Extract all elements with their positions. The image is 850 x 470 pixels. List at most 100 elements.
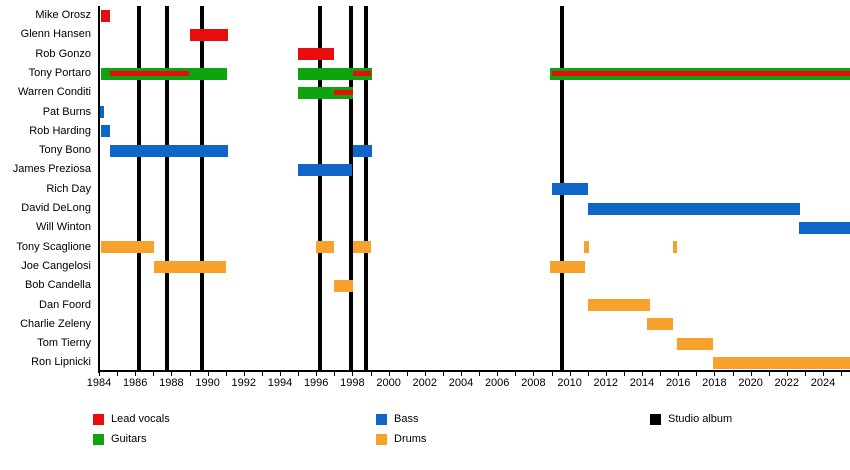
axis-tick bbox=[823, 372, 824, 376]
timeline-bar-guitars bbox=[298, 67, 373, 80]
member-label: James Preziosa bbox=[12, 163, 91, 176]
axis-year-label: 2010 bbox=[557, 377, 582, 389]
member-label: Glenn Hansen bbox=[20, 28, 91, 41]
axis-tick bbox=[370, 372, 372, 376]
axis-tick bbox=[316, 372, 318, 376]
axis-tick bbox=[533, 372, 535, 376]
studio-album-line bbox=[348, 6, 353, 372]
timeline-bar-lead_vocals bbox=[189, 28, 228, 41]
axis-tick bbox=[515, 372, 517, 376]
timeline-bar-drums bbox=[677, 337, 713, 350]
studio-album-line bbox=[164, 6, 169, 372]
axis-year-label: 2022 bbox=[774, 377, 800, 389]
axis-tick bbox=[768, 372, 770, 376]
axis-year-label: 2008 bbox=[521, 377, 546, 389]
axis-tick bbox=[678, 372, 680, 376]
axis-tick bbox=[424, 372, 426, 376]
axis-year-label: 1990 bbox=[195, 377, 220, 389]
member-label: Rich Day bbox=[46, 182, 91, 195]
member-label: Bob Candella bbox=[24, 279, 91, 292]
axis-year-label: 2014 bbox=[629, 377, 655, 389]
axis-tick bbox=[99, 372, 100, 376]
axis-tick bbox=[461, 372, 462, 376]
legend-swatch-drums bbox=[376, 434, 387, 445]
axis-tick bbox=[352, 372, 354, 376]
timeline-bar-drums bbox=[712, 357, 850, 370]
timeline-bar-overlay-lead_vocals bbox=[109, 71, 190, 77]
legend-label-album: Studio album bbox=[668, 413, 733, 425]
legend-label-lead_vocals: Lead vocals bbox=[111, 413, 170, 425]
axis-tick bbox=[623, 372, 625, 376]
axis-year-label: 1984 bbox=[86, 377, 112, 389]
axis-tick bbox=[189, 372, 191, 376]
timeline-bar-drums bbox=[549, 260, 585, 273]
member-label: Charlie Zeleny bbox=[20, 317, 91, 330]
axis-tick bbox=[117, 372, 119, 376]
member-label: Pat Burns bbox=[42, 105, 91, 118]
axis-tick bbox=[225, 372, 227, 376]
timeline-bar-bass bbox=[551, 183, 588, 196]
timeline-bar-lead_vocals bbox=[100, 9, 110, 22]
axis-tick bbox=[280, 372, 281, 376]
member-label: Dan Foord bbox=[39, 298, 91, 311]
axis-tick bbox=[660, 372, 662, 376]
axis-tick bbox=[261, 372, 263, 376]
timeline-bar-bass bbox=[99, 106, 105, 119]
member-label: Tony Scaglione bbox=[16, 240, 91, 253]
timeline-bar-overlay-lead_vocals bbox=[551, 71, 850, 77]
axis-year-label: 1996 bbox=[303, 377, 329, 389]
axis-year-label: 2024 bbox=[810, 377, 836, 389]
member-label: Rob Harding bbox=[29, 124, 91, 137]
axis-tick bbox=[442, 372, 444, 376]
axis-year-label: 2002 bbox=[412, 377, 438, 389]
axis-tick bbox=[605, 372, 607, 376]
timeline-bar-bass bbox=[799, 221, 850, 234]
legend-swatch-bass bbox=[376, 414, 387, 425]
axis-tick bbox=[696, 372, 698, 376]
timeline-bar-bass bbox=[109, 144, 229, 157]
studio-album-line bbox=[317, 6, 322, 372]
axis-tick bbox=[207, 372, 209, 376]
timeline-bar-lead_vocals bbox=[298, 48, 335, 61]
legend-label-bass: Bass bbox=[394, 413, 419, 425]
member-label: Joe Cangelosi bbox=[21, 259, 91, 272]
timeline-bar-overlay-lead_vocals bbox=[353, 71, 372, 77]
axis-tick bbox=[334, 372, 336, 376]
axis-tick bbox=[153, 372, 155, 376]
timeline-bar-bass bbox=[587, 202, 801, 215]
timeline-bar-bass bbox=[298, 164, 353, 177]
axis-tick bbox=[714, 372, 716, 376]
member-label: David DeLong bbox=[21, 202, 91, 214]
axis-tick bbox=[642, 372, 643, 376]
legend-swatch-album bbox=[650, 414, 661, 425]
timeline-bar-drums bbox=[584, 241, 589, 254]
member-label: Tom Tierny bbox=[37, 337, 91, 350]
legend-label-drums: Drums bbox=[394, 433, 427, 445]
axis-year-label: 2000 bbox=[376, 377, 401, 389]
axis-year-label: 1992 bbox=[231, 377, 257, 389]
axis-tick bbox=[479, 372, 481, 376]
timeline-bar-drums bbox=[316, 241, 335, 254]
y-axis-line bbox=[98, 6, 100, 373]
member-label: Warren Conditi bbox=[18, 86, 91, 99]
axis-tick bbox=[406, 372, 408, 376]
member-label: Ron Lipnicki bbox=[31, 356, 91, 369]
axis-year-label: 2006 bbox=[484, 377, 510, 389]
timeline-bar-drums bbox=[647, 318, 673, 331]
legend-swatch-guitars bbox=[93, 434, 104, 445]
axis-tick bbox=[497, 372, 499, 376]
timeline-bar-drums bbox=[672, 241, 678, 254]
studio-album-line bbox=[200, 6, 205, 372]
timeline-bar-drums bbox=[154, 260, 226, 273]
axis-tick bbox=[732, 372, 734, 376]
axis-tick bbox=[243, 372, 245, 376]
timeline-bar-bass bbox=[100, 125, 110, 138]
member-label: Tony Portaro bbox=[28, 66, 91, 79]
axis-tick bbox=[841, 372, 843, 376]
axis-tick bbox=[587, 372, 589, 376]
x-axis-line bbox=[98, 370, 850, 372]
timeline-bar-drums bbox=[587, 299, 651, 312]
axis-tick bbox=[569, 372, 571, 376]
studio-album-line bbox=[363, 6, 368, 372]
